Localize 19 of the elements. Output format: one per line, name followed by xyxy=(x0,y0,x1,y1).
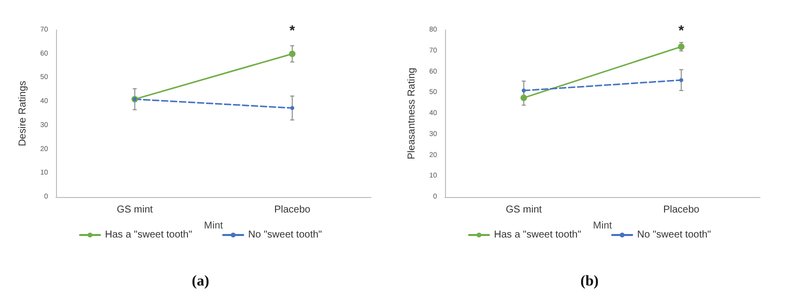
point xyxy=(290,106,294,110)
x-tick-label: Placebo xyxy=(274,204,311,216)
x-tick-label: Placebo xyxy=(663,204,700,216)
annotation: * xyxy=(290,22,296,38)
x-tick-label: GS mint xyxy=(506,204,542,216)
annotation: * xyxy=(678,22,685,38)
legend-label: Has a "sweet tooth" xyxy=(494,230,582,240)
legend-label: No "sweet tooth" xyxy=(637,230,712,240)
x-tick-label: GS mint xyxy=(116,204,154,216)
legend-label: Has a "sweet tooth" xyxy=(105,230,193,240)
text: (b) xyxy=(580,274,599,290)
point xyxy=(289,50,296,58)
point xyxy=(679,78,684,82)
y-axis-title: Desire Ratings xyxy=(18,80,28,146)
x-axis-title: Mint xyxy=(593,220,612,232)
legend-label: No "sweet tooth" xyxy=(248,230,322,240)
text: (a) xyxy=(192,274,210,290)
y-axis-title: Pleasantness Rating xyxy=(406,68,418,160)
x-axis-title: Mint xyxy=(204,220,224,232)
